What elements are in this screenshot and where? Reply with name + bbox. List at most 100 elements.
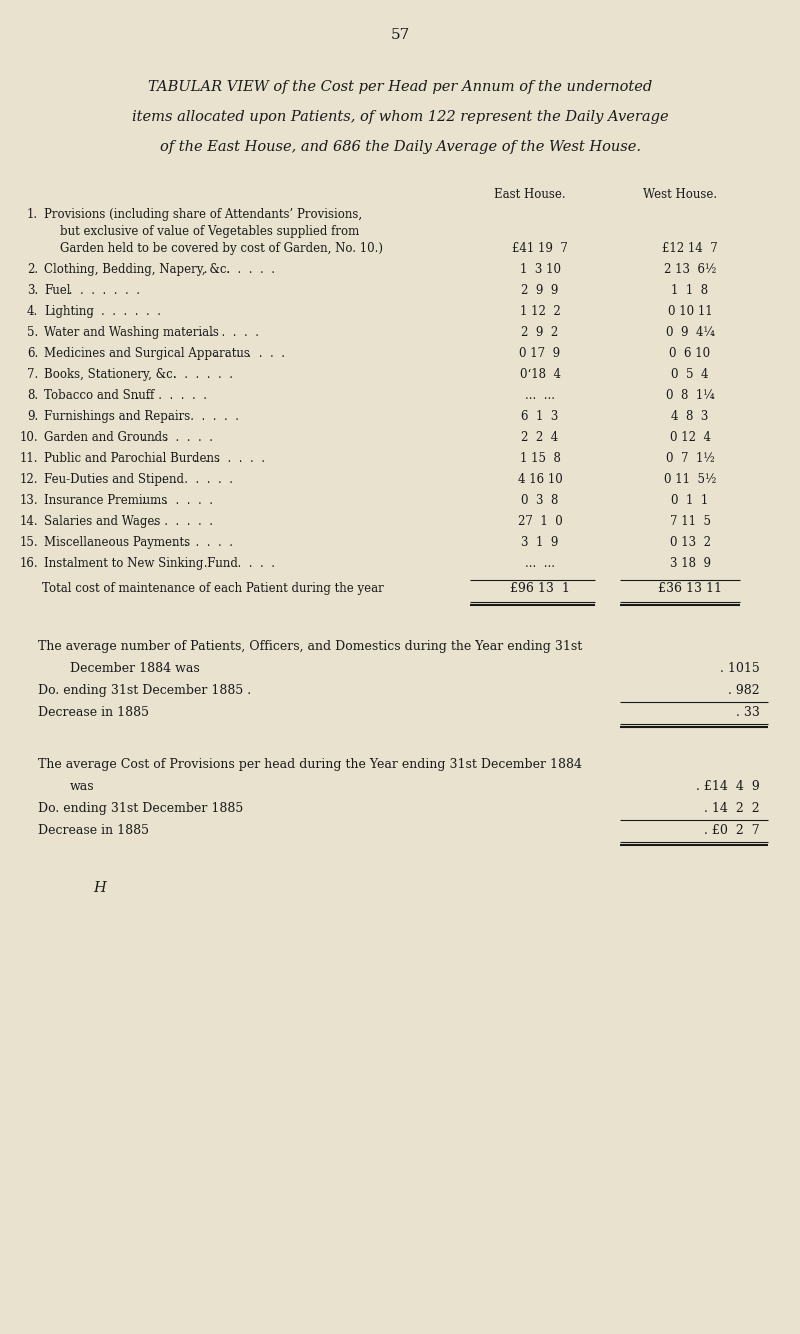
Text: was: was [70,780,94,792]
Text: 12.: 12. [19,474,38,486]
Text: Instalment to New Sinking Fund: Instalment to New Sinking Fund [44,558,238,570]
Text: £36 13 11: £36 13 11 [658,582,722,595]
Text: Decrease in 1885: Decrease in 1885 [38,824,149,836]
Text: 13.: 13. [19,494,38,507]
Text: Lighting: Lighting [44,305,94,317]
Text: . 1015: . 1015 [720,662,760,675]
Text: 57: 57 [390,28,410,41]
Text: 5.: 5. [26,325,38,339]
Text: 0 13  2: 0 13 2 [670,536,710,550]
Text: items allocated upon Patients, of whom 122 represent the Daily Average: items allocated upon Patients, of whom 1… [132,109,668,124]
Text: 0 10 11: 0 10 11 [668,305,712,317]
Text: Total cost of maintenance of each Patient during the year: Total cost of maintenance of each Patien… [42,582,384,595]
Text: Fuel: Fuel [44,284,70,297]
Text: 14.: 14. [19,515,38,528]
Text: Decrease in 1885: Decrease in 1885 [38,706,149,719]
Text: 2.: 2. [27,263,38,276]
Text: . 14  2  2: . 14 2 2 [704,802,760,815]
Text: 0  5  4: 0 5 4 [671,368,709,382]
Text: 1  3 10: 1 3 10 [519,263,561,276]
Text: 7 11  5: 7 11 5 [670,515,710,528]
Text: .  .  .  .  .  .  .: . . . . . . . [200,558,275,570]
Text: £96 13  1: £96 13 1 [510,582,570,595]
Text: Tobacco and Snuff: Tobacco and Snuff [44,390,154,402]
Text: .  .  .  .  .  .  .: . . . . . . . [190,452,265,466]
Text: 4  8  3: 4 8 3 [671,410,709,423]
Text: .  .  .  .  .  .  .: . . . . . . . [65,284,140,297]
Text: £12 14  7: £12 14 7 [662,241,718,255]
Text: H: H [94,880,106,895]
Text: .  .  .  .  .  .  .: . . . . . . . [210,347,286,360]
Text: .  .  .  .  .  .  .: . . . . . . . [138,494,213,507]
Text: Furnishings and Repairs: Furnishings and Repairs [44,410,190,423]
Text: 7.: 7. [26,368,38,382]
Text: 4.: 4. [26,305,38,317]
Text: 0 17  9: 0 17 9 [519,347,561,360]
Text: 3  1  9: 3 1 9 [522,536,558,550]
Text: The average number of Patients, Officers, and Domestics during the Year ending 3: The average number of Patients, Officers… [38,640,582,654]
Text: The average Cost of Provisions per head during the Year ending 31st December 188: The average Cost of Provisions per head … [38,758,582,771]
Text: 2  9  9: 2 9 9 [522,284,558,297]
Text: Miscellaneous Payments: Miscellaneous Payments [44,536,190,550]
Text: 8.: 8. [27,390,38,402]
Text: 0  6 10: 0 6 10 [670,347,710,360]
Text: . 982: . 982 [728,684,760,696]
Text: . £14  4  9: . £14 4 9 [696,780,760,792]
Text: 6.: 6. [26,347,38,360]
Text: .  .  .  .  .  .  .: . . . . . . . [86,305,161,317]
Text: 15.: 15. [19,536,38,550]
Text: .  .  .  .  .  .  .: . . . . . . . [200,263,275,276]
Text: .  .  .  .  .  .  .: . . . . . . . [138,515,213,528]
Text: .  .  .  .  .  .  .: . . . . . . . [158,368,234,382]
Text: .  .  .  .  .  .  .: . . . . . . . [164,410,238,423]
Text: 27  1  0: 27 1 0 [518,515,562,528]
Text: Water and Washing materials: Water and Washing materials [44,325,219,339]
Text: 9.: 9. [26,410,38,423]
Text: 1  1  8: 1 1 8 [671,284,709,297]
Text: . 33: . 33 [736,706,760,719]
Text: ...  ...: ... ... [525,390,555,402]
Text: Clothing, Bedding, Napery, &c.: Clothing, Bedding, Napery, &c. [44,263,230,276]
Text: West House.: West House. [643,188,717,201]
Text: 1 12  2: 1 12 2 [520,305,560,317]
Text: .  .  .  .  .  .  .: . . . . . . . [138,431,213,444]
Text: 1 15  8: 1 15 8 [519,452,561,466]
Text: . £0  2  7: . £0 2 7 [704,824,760,836]
Text: 0‘18  4: 0‘18 4 [519,368,561,382]
Text: .  .  .  .  .  .  .: . . . . . . . [184,325,259,339]
Text: 11.: 11. [19,452,38,466]
Text: December 1884 was: December 1884 was [70,662,200,675]
Text: but exclusive of value of Vegetables supplied from: but exclusive of value of Vegetables sup… [60,225,359,237]
Text: Provisions (including share of Attendants’ Provisions,: Provisions (including share of Attendant… [44,208,362,221]
Text: TABULAR VIEW of the Cost per Head per Annum of the undernoted: TABULAR VIEW of the Cost per Head per An… [148,80,652,93]
Text: 2  9  2: 2 9 2 [522,325,558,339]
Text: £41 19  7: £41 19 7 [512,241,568,255]
Text: 2 13  6½: 2 13 6½ [664,263,716,276]
Text: 0 12  4: 0 12 4 [670,431,710,444]
Text: Do. ending 31st December 1885 .: Do. ending 31st December 1885 . [38,684,251,696]
Text: 0  1  1: 0 1 1 [671,494,709,507]
Text: Salaries and Wages: Salaries and Wages [44,515,160,528]
Text: 16.: 16. [19,558,38,570]
Text: .  .  .  .  .  .  .: . . . . . . . [158,536,234,550]
Text: 0  9  4¼: 0 9 4¼ [666,325,714,339]
Text: .  .  .  .  .  .  .: . . . . . . . [158,474,234,486]
Text: 6  1  3: 6 1 3 [522,410,558,423]
Text: 0  8  1¼: 0 8 1¼ [666,390,714,402]
Text: 1.: 1. [27,208,38,221]
Text: 0  3  8: 0 3 8 [522,494,558,507]
Text: Garden held to be covered by cost of Garden, No. 10.): Garden held to be covered by cost of Gar… [60,241,383,255]
Text: 2  2  4: 2 2 4 [522,431,558,444]
Text: Medicines and Surgical Apparatus: Medicines and Surgical Apparatus [44,347,250,360]
Text: 3 18  9: 3 18 9 [670,558,710,570]
Text: East House.: East House. [494,188,566,201]
Text: 0  7  1½: 0 7 1½ [666,452,714,466]
Text: Books, Stationery, &c.: Books, Stationery, &c. [44,368,177,382]
Text: Garden and Grounds: Garden and Grounds [44,431,168,444]
Text: 4 16 10: 4 16 10 [518,474,562,486]
Text: Do. ending 31st December 1885: Do. ending 31st December 1885 [38,802,243,815]
Text: 10.: 10. [19,431,38,444]
Text: of the East House, and 686 the Daily Average of the West House.: of the East House, and 686 the Daily Ave… [159,140,641,153]
Text: Insurance Premiums: Insurance Premiums [44,494,167,507]
Text: Public and Parochial Burdens: Public and Parochial Burdens [44,452,220,466]
